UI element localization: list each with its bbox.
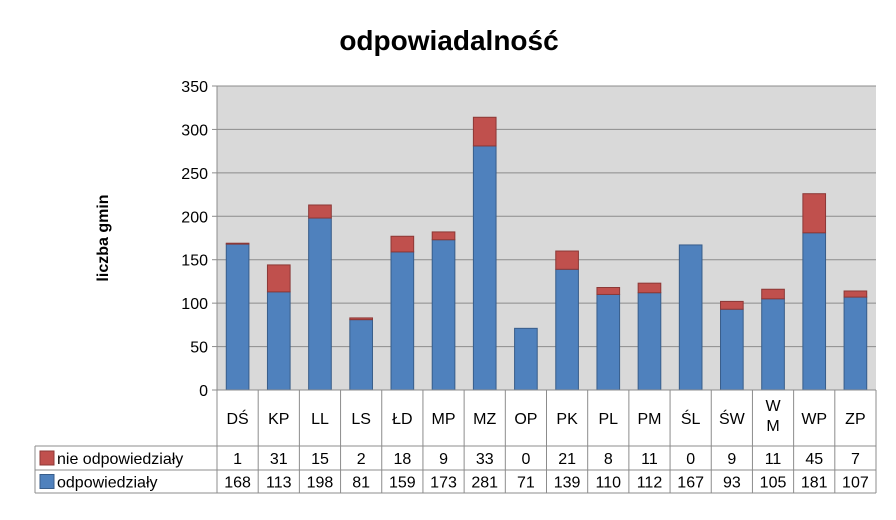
y-tick-label: 350 — [181, 79, 208, 96]
data-label: 93 — [723, 475, 741, 492]
x-tick-label: W — [765, 398, 781, 415]
y-tick-label: 0 — [199, 383, 208, 400]
data-label: 9 — [727, 451, 736, 468]
y-tick-label: 250 — [181, 166, 208, 183]
data-label: 81 — [352, 475, 370, 492]
bar-nie-odpowiedzialy — [761, 288, 785, 300]
chart-title: odpowiadalność — [339, 25, 558, 56]
data-label: 31 — [270, 451, 288, 468]
x-tick-label: ŚW — [719, 409, 746, 428]
data-label: 159 — [389, 475, 416, 492]
bar-odpowiedzialy — [514, 327, 538, 391]
data-label: 18 — [393, 451, 411, 468]
data-label: 167 — [677, 475, 704, 492]
x-tick-label: MP — [432, 411, 456, 428]
data-table: DŚ KP LL LS ŁD MP MZ OP PK PL PM ŚL ŚW WM WP ZP nie odpo… — [34, 389, 877, 494]
data-label: 0 — [686, 451, 695, 468]
x-tick-label: WP — [801, 411, 827, 428]
bar-nie-odpowiedzialy — [431, 231, 456, 241]
bar-odpowiedzialy — [761, 298, 785, 391]
bar-nie-odpowiedzialy — [308, 204, 332, 219]
plot-area: 0 50 100 150 200 250 300 350 liczba gmin — [95, 79, 876, 400]
bar-odpowiedzialy — [843, 296, 868, 391]
bar-odpowiedzialy — [802, 232, 827, 391]
x-tick-label: ZP — [845, 411, 865, 428]
data-label: 105 — [760, 475, 787, 492]
legend-label: odpowiedziały — [57, 475, 158, 492]
data-label: 112 — [637, 475, 663, 492]
data-label: 198 — [307, 475, 334, 492]
x-tick-label: LS — [351, 411, 371, 428]
bar-odpowiedzialy — [596, 293, 621, 391]
x-tick-label: LL — [311, 411, 329, 428]
data-label: 139 — [554, 475, 581, 492]
y-axis-label: liczba gmin — [95, 194, 112, 281]
data-label: 173 — [430, 475, 457, 492]
bar-odpowiedzialy — [678, 244, 703, 391]
bar-nie-odpowiedzialy — [266, 264, 291, 293]
bar-nie-odpowiedzialy — [390, 235, 415, 253]
data-label: 21 — [558, 451, 576, 468]
data-label: 33 — [476, 451, 494, 468]
bar-odpowiedzialy — [720, 308, 744, 391]
x-tick-label: M — [766, 418, 779, 435]
bar-odpowiedzialy — [637, 292, 662, 391]
bar-nie-odpowiedzialy — [555, 250, 579, 270]
bar-odpowiedzialy — [349, 319, 373, 391]
x-tick-label: PL — [598, 411, 618, 428]
x-tick-label: ŁD — [392, 411, 412, 428]
data-label: 2 — [357, 451, 366, 468]
data-label: 7 — [851, 451, 860, 468]
bar-nie-odpowiedzialy — [802, 193, 827, 234]
y-tick-label: 100 — [181, 296, 208, 313]
data-label: 11 — [765, 451, 782, 468]
legend-label: nie odpowiedziały — [57, 451, 183, 468]
bar-nie-odpowiedzialy — [720, 300, 744, 310]
data-label: 113 — [266, 475, 292, 492]
data-label: 11 — [641, 451, 658, 468]
bar-nie-odpowiedzialy — [349, 317, 373, 321]
data-label: 181 — [801, 475, 828, 492]
x-tick-label: MZ — [473, 411, 496, 428]
bar-odpowiedzialy — [555, 268, 579, 391]
bar-nie-odpowiedzialy — [637, 282, 662, 294]
data-label: 1 — [233, 451, 242, 468]
data-label: 45 — [805, 451, 823, 468]
bar-odpowiedzialy — [390, 251, 415, 391]
bar-nie-odpowiedzialy — [843, 290, 868, 298]
y-tick-label: 50 — [190, 340, 208, 357]
data-label: 107 — [842, 475, 869, 492]
bar-odpowiedzialy — [225, 243, 250, 391]
y-tick-label: 150 — [181, 253, 208, 270]
bar-odpowiedzialy — [308, 217, 332, 391]
x-tick-label: KP — [268, 411, 289, 428]
y-tick-label: 300 — [181, 122, 208, 139]
x-tick-label: PK — [556, 411, 578, 428]
legend-swatch — [39, 450, 55, 466]
data-label: 168 — [224, 475, 251, 492]
data-label: 281 — [471, 475, 498, 492]
x-tick-label: ŚL — [681, 409, 701, 428]
y-tick-label: 200 — [181, 209, 208, 226]
x-tick-label: DŚ — [226, 409, 248, 428]
data-label: 8 — [604, 451, 613, 468]
data-label: 110 — [596, 475, 622, 492]
bar-nie-odpowiedzialy — [596, 287, 621, 295]
data-label: 0 — [521, 451, 530, 468]
data-label: 9 — [439, 451, 448, 468]
data-label: 71 — [517, 475, 535, 492]
bar-odpowiedzialy — [472, 145, 497, 391]
bar-odpowiedzialy — [266, 291, 291, 391]
bar-nie-odpowiedzialy — [225, 242, 250, 245]
legend-swatch — [39, 474, 55, 489]
data-label: 15 — [311, 451, 329, 468]
x-tick-label: OP — [514, 411, 537, 428]
bar-nie-odpowiedzialy — [472, 116, 497, 147]
x-tick-label: PM — [637, 411, 661, 428]
bar-odpowiedzialy — [431, 239, 456, 391]
